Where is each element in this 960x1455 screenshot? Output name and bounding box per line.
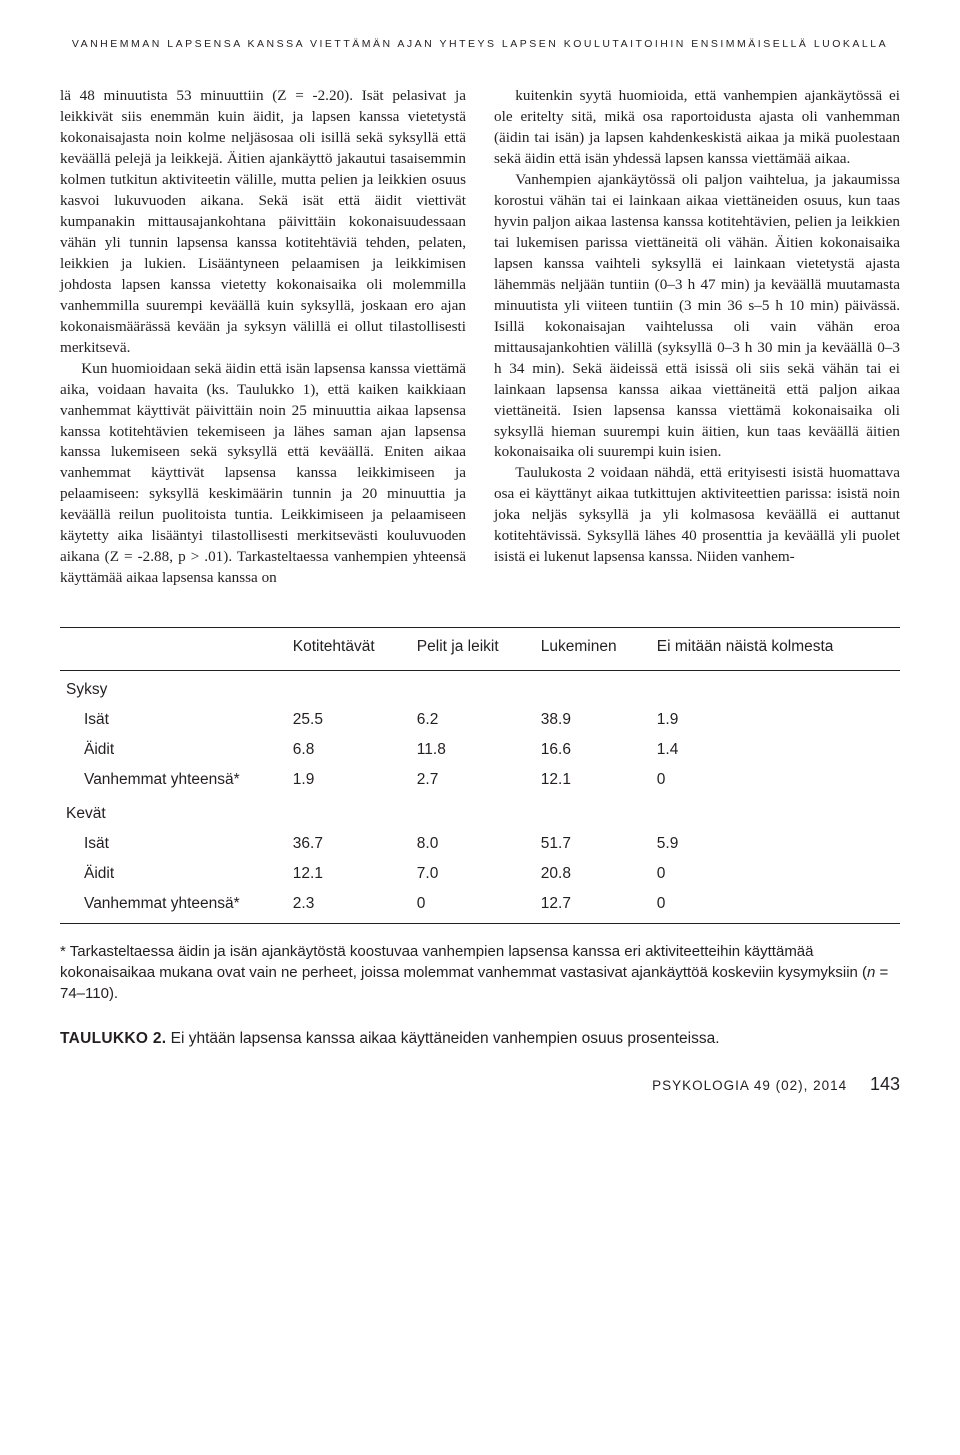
cell: 0: [411, 889, 535, 924]
row-label: Vanhemmat yhteensä*: [60, 765, 287, 795]
paragraph: Taulukosta 2 voidaan nähdä, että erityis…: [494, 463, 900, 568]
table-header: Ei mitään näistä kolmesta: [651, 628, 900, 671]
cell: 0: [651, 889, 900, 924]
cell: 12.1: [287, 859, 411, 889]
paragraph: Kun huomioidaan sekä äidin että isän lap…: [60, 359, 466, 590]
cell: 5.9: [651, 829, 900, 859]
cell: 2.3: [287, 889, 411, 924]
table-section: Kevät: [60, 795, 900, 829]
cell: 6.8: [287, 735, 411, 765]
cell: 2.7: [411, 765, 535, 795]
footnote-text: * Tarkasteltaessa äidin ja isän ajankäyt…: [60, 943, 867, 981]
cell: 1.9: [287, 765, 411, 795]
table-row: Vanhemmat yhteensä* 2.3 0 12.7 0: [60, 889, 900, 924]
cell: 1.9: [651, 705, 900, 735]
cell: 36.7: [287, 829, 411, 859]
paragraph: Vanhempien ajankäytössä oli paljon vaiht…: [494, 170, 900, 464]
journal-ref: PSYKOLOGIA 49 (02), 2014: [652, 1078, 847, 1093]
table-row: Isät 36.7 8.0 51.7 5.9: [60, 829, 900, 859]
table-section: Syksy: [60, 671, 900, 706]
page-footer: PSYKOLOGIA 49 (02), 2014 143: [60, 1074, 900, 1095]
cell: 12.1: [535, 765, 651, 795]
cell: 20.8: [535, 859, 651, 889]
cell: 16.6: [535, 735, 651, 765]
section-label: Syksy: [60, 671, 900, 706]
cell: 25.5: [287, 705, 411, 735]
table-caption: TAULUKKO 2. Ei yhtään lapsensa kanssa ai…: [60, 1030, 900, 1048]
table-2: Kotitehtävät Pelit ja leikit Lukeminen E…: [60, 627, 900, 1048]
cell: 0: [651, 859, 900, 889]
row-label: Äidit: [60, 859, 287, 889]
page-number: 143: [870, 1074, 900, 1094]
table-row: Äidit 6.8 11.8 16.6 1.4: [60, 735, 900, 765]
table-header: Pelit ja leikit: [411, 628, 535, 671]
table-row: Vanhemmat yhteensä* 1.9 2.7 12.1 0: [60, 765, 900, 795]
table-row: Äidit 12.1 7.0 20.8 0: [60, 859, 900, 889]
table-header: [60, 628, 287, 671]
cell: 1.4: [651, 735, 900, 765]
running-head: VANHEMMAN LAPSENSA KANSSA VIETTÄMÄN AJAN…: [60, 38, 900, 50]
caption-text: Ei yhtään lapsensa kanssa aikaa käyttäne…: [166, 1030, 719, 1047]
table-header-row: Kotitehtävät Pelit ja leikit Lukeminen E…: [60, 628, 900, 671]
row-label: Vanhemmat yhteensä*: [60, 889, 287, 924]
paragraph: kuitenkin syytä huomioida, että vanhempi…: [494, 86, 900, 170]
cell: 38.9: [535, 705, 651, 735]
cell: 12.7: [535, 889, 651, 924]
cell: 51.7: [535, 829, 651, 859]
cell: 6.2: [411, 705, 535, 735]
cell: 0: [651, 765, 900, 795]
cell: 11.8: [411, 735, 535, 765]
table-footnote: * Tarkasteltaessa äidin ja isän ajankäyt…: [60, 942, 900, 1004]
row-label: Isät: [60, 705, 287, 735]
cell: 8.0: [411, 829, 535, 859]
table-header: Kotitehtävät: [287, 628, 411, 671]
cell: 7.0: [411, 859, 535, 889]
row-label: Isät: [60, 829, 287, 859]
body-text: lä 48 minuutista 53 minuuttiin (Z = -2.2…: [60, 86, 900, 589]
row-label: Äidit: [60, 735, 287, 765]
table-row: Isät 25.5 6.2 38.9 1.9: [60, 705, 900, 735]
caption-label: TAULUKKO 2.: [60, 1030, 166, 1047]
section-label: Kevät: [60, 795, 900, 829]
paragraph: lä 48 minuutista 53 minuuttiin (Z = -2.2…: [60, 86, 466, 359]
table-header: Lukeminen: [535, 628, 651, 671]
